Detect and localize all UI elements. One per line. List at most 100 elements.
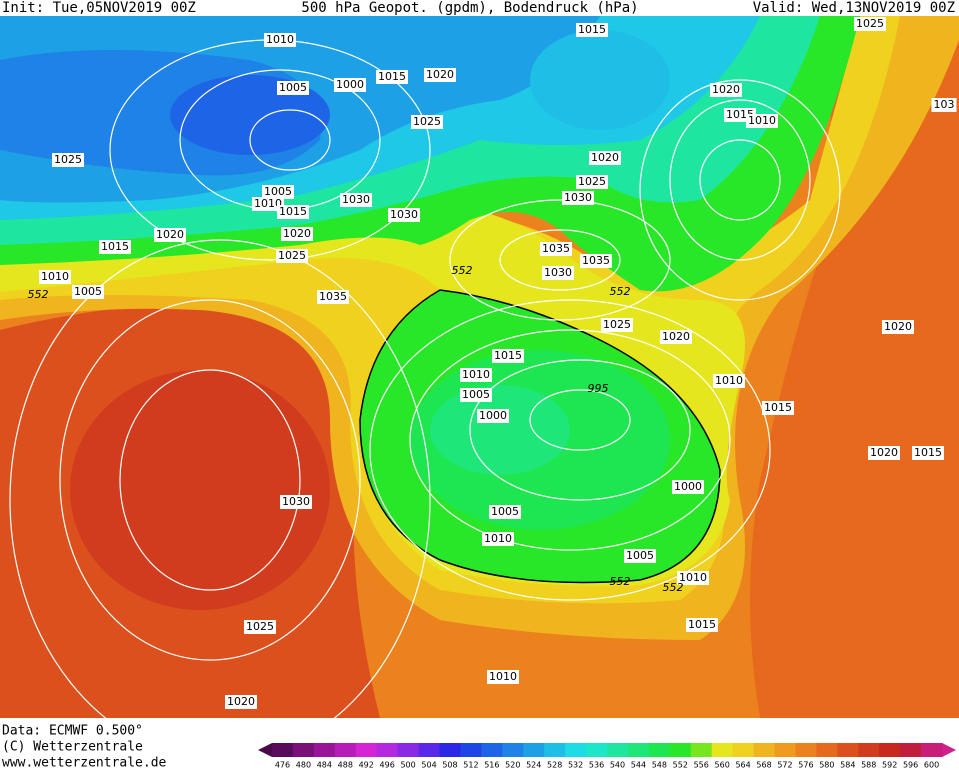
colorbar-swatch [669, 743, 692, 757]
isobar-label: 1020 [283, 227, 311, 240]
isobar-label: 1015 [494, 349, 522, 362]
isobar-label-box [686, 618, 718, 632]
map [0, 16, 959, 761]
isobar-label: 1030 [342, 193, 370, 206]
isobar-label: 1005 [74, 285, 102, 298]
colorbar-label: 576 [798, 761, 813, 770]
isobar-label-box [244, 620, 276, 634]
colorbar-swatch [900, 743, 922, 757]
colorbar-swatch [816, 743, 838, 757]
isobar-label-box [492, 349, 524, 363]
isobar-label-box [576, 23, 608, 37]
colorbar-label: 476 [275, 761, 290, 770]
colorbar-label: 580 [819, 761, 834, 770]
isobar-label-box [280, 495, 312, 509]
colorbar-swatch [648, 743, 671, 757]
colorbar-swatch [837, 743, 859, 757]
isobar-label-box [388, 208, 420, 222]
isobar-label: 1015 [101, 240, 129, 253]
isobar-label-box [931, 98, 957, 112]
colorbar-label: 520 [505, 761, 520, 770]
isobar-label-box [562, 191, 594, 205]
isobar-label-box [460, 388, 492, 402]
colorbar-swatch [858, 743, 880, 757]
trough-north [530, 30, 670, 130]
colorbar-label: 544 [631, 761, 646, 770]
isobar-label-box [540, 242, 572, 256]
init-time: Init: Tue,05NOV2019 00Z [2, 0, 196, 16]
isobar-label-box [277, 81, 309, 95]
isobar-label: 1015 [914, 446, 942, 459]
colorbar-swatch [523, 743, 545, 757]
colorbar-swatch [439, 743, 461, 757]
isobar-label-box [713, 374, 745, 388]
isobar-label-box [276, 249, 308, 263]
colorbar-swatch [460, 743, 482, 757]
isobar-label: 1025 [54, 153, 82, 166]
colorbar-label: 592 [882, 761, 897, 770]
isobar-label: 1010 [254, 197, 282, 210]
isobar-label-box [477, 409, 509, 423]
isobar-label: 1035 [542, 242, 570, 255]
isobar-label: 1010 [484, 532, 512, 545]
colorbar-label: 552 [673, 761, 688, 770]
colorbar-label: 564 [735, 761, 750, 770]
colorbar-label: 596 [903, 761, 918, 770]
isobar-label: 1015 [279, 205, 307, 218]
isobar-label: 1005 [491, 505, 519, 518]
colorbar-label: 500 [400, 761, 415, 770]
isobar-label: 1000 [336, 78, 364, 91]
isobar-label: 1010 [266, 33, 294, 46]
isobar-label-box [424, 68, 456, 82]
colorbar-swatch [334, 743, 357, 757]
high-core [70, 370, 330, 610]
colorbar-label: 504 [421, 761, 436, 770]
colorbar-label: 588 [861, 761, 876, 770]
url: www.wetterzentrale.de [2, 756, 167, 771]
isobar-label: 552 [663, 581, 684, 594]
isobar-label-box [580, 254, 612, 268]
isobar-label: 552 [28, 288, 49, 301]
isobar-label: 1025 [856, 17, 884, 30]
isobar-label: 1005 [626, 549, 654, 562]
map-title: 500 hPa Geopot. (gpdm), Bodendruck (hPa) [301, 0, 638, 16]
isobar-label: 1030 [282, 495, 310, 508]
colorbar-label: 584 [840, 761, 855, 770]
isobar-label: 1015 [764, 401, 792, 414]
isobar-label: 1010 [748, 114, 776, 127]
isobar-label: 1020 [870, 446, 898, 459]
isobar-label-box [482, 532, 514, 546]
colorbar-label: 532 [568, 761, 583, 770]
isobar-label: 552 [452, 264, 473, 277]
colorbar-arrow-right [942, 743, 956, 757]
colorbar-label: 480 [296, 761, 311, 770]
isobar-label-box [411, 115, 443, 129]
colorbar-swatch [586, 743, 608, 757]
isobar-label: 1010 [679, 571, 707, 584]
colorbar-label: 508 [442, 761, 457, 770]
isobar-label: 1010 [489, 670, 517, 683]
colorbar-label: 512 [463, 761, 478, 770]
valid-time: Valid: Wed,13NOV2019 00Z [753, 0, 955, 16]
isobar-label-box [710, 83, 742, 97]
data-source: Data: ECMWF 0.500° [2, 724, 143, 739]
isobar-label: 552 [610, 285, 631, 298]
colorbar-swatch [418, 743, 440, 757]
isobar-label: 1015 [378, 70, 406, 83]
isobar-label-box [487, 670, 519, 684]
colorbar-swatch [544, 743, 566, 757]
isobar-label-box [489, 505, 521, 519]
colorbar-swatch [879, 743, 901, 757]
field-east [750, 16, 959, 718]
isobar-label-box [882, 320, 914, 334]
isobar-label-box [340, 193, 372, 207]
colorbar-swatch [355, 743, 378, 757]
isobar-label: 1015 [578, 23, 606, 36]
header-bar [0, 0, 959, 16]
isobar-label: 1010 [715, 374, 743, 387]
isobar-label: 1005 [279, 81, 307, 94]
isobar-label-box [624, 549, 656, 563]
isobar-label-box [225, 695, 257, 709]
colorbar-label: 536 [589, 761, 604, 770]
copyright: (C) Wetterzentrale [2, 740, 143, 755]
